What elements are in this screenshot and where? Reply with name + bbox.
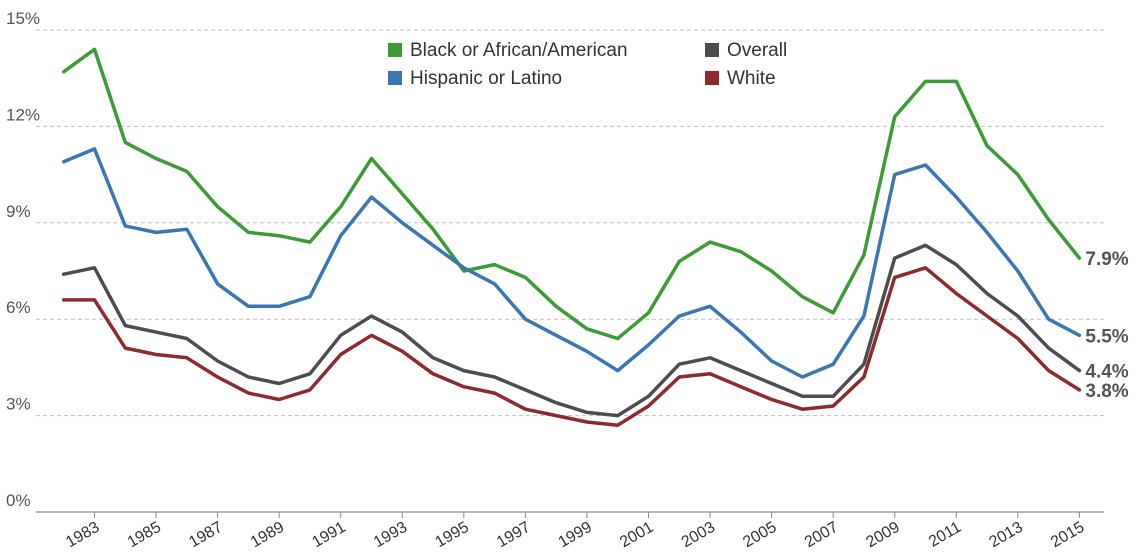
end-label-overall: 4.4% [1085,362,1128,383]
legend-label-black-or-african-american: Black or African/American [410,40,628,61]
legend-swatch-white [705,71,719,85]
x-tick-label: 1991 [309,519,348,552]
legend-swatch-hispanic-or-latino [388,71,402,85]
legend: Black or African/American Hispanic or Lat… [388,40,787,89]
y-tick-label: 3% [6,395,31,414]
x-tick-label: 1997 [494,519,533,552]
y-tick-label: 6% [6,298,31,317]
x-tick-label: 1999 [556,519,595,552]
y-axis: 0% 3% 6% 9% 12% 15% [6,9,40,510]
series-line-white [61,266,1082,427]
x-tick-label: 1985 [125,519,164,552]
series-line-hispanic-or-latino [61,147,1082,379]
y-tick-label: 12% [6,105,40,124]
series-lines [61,47,1082,427]
legend-label-overall: Overall [727,40,787,61]
legend-swatch-black-or-african-american [388,43,402,57]
x-tick-label: 1983 [63,519,102,552]
x-tick-label: 2015 [1048,519,1087,552]
x-tick-label: 2013 [986,519,1025,552]
end-label-black-or-african-american: 7.9% [1085,249,1128,270]
series-line-black-or-african-american [61,47,1082,341]
gridlines [36,29,1104,417]
legend-swatch-overall [705,43,719,57]
x-tick-label: 2009 [863,519,902,552]
x-tick-label: 1995 [432,519,471,552]
y-tick-label: 0% [6,491,31,510]
end-label-white: 3.8% [1085,381,1128,402]
x-tick-label: 2011 [926,519,964,551]
x-tick-label: 1989 [248,519,287,552]
y-tick-label: 9% [6,202,31,221]
x-axis: 1983 1985 1987 1989 1991 1993 1995 1997 1999 2001… [63,512,1087,551]
x-tick-label: 2001 [617,519,656,552]
y-tick-label: 15% [6,9,40,28]
x-tick-label: 1987 [186,519,225,552]
x-tick-label: 2003 [679,519,718,552]
series-line-overall [61,243,1082,418]
x-tick-label: 2007 [802,519,841,552]
legend-label-hispanic-or-latino: Hispanic or Latino [410,68,562,89]
end-label-hispanic-or-latino: 5.5% [1085,326,1128,347]
legend-label-white: White [727,68,776,89]
x-tick-label: 1993 [371,519,410,552]
x-tick-label: 2005 [740,519,779,552]
end-labels: 7.9% 5.5% 4.4%3.8% [1085,249,1128,402]
